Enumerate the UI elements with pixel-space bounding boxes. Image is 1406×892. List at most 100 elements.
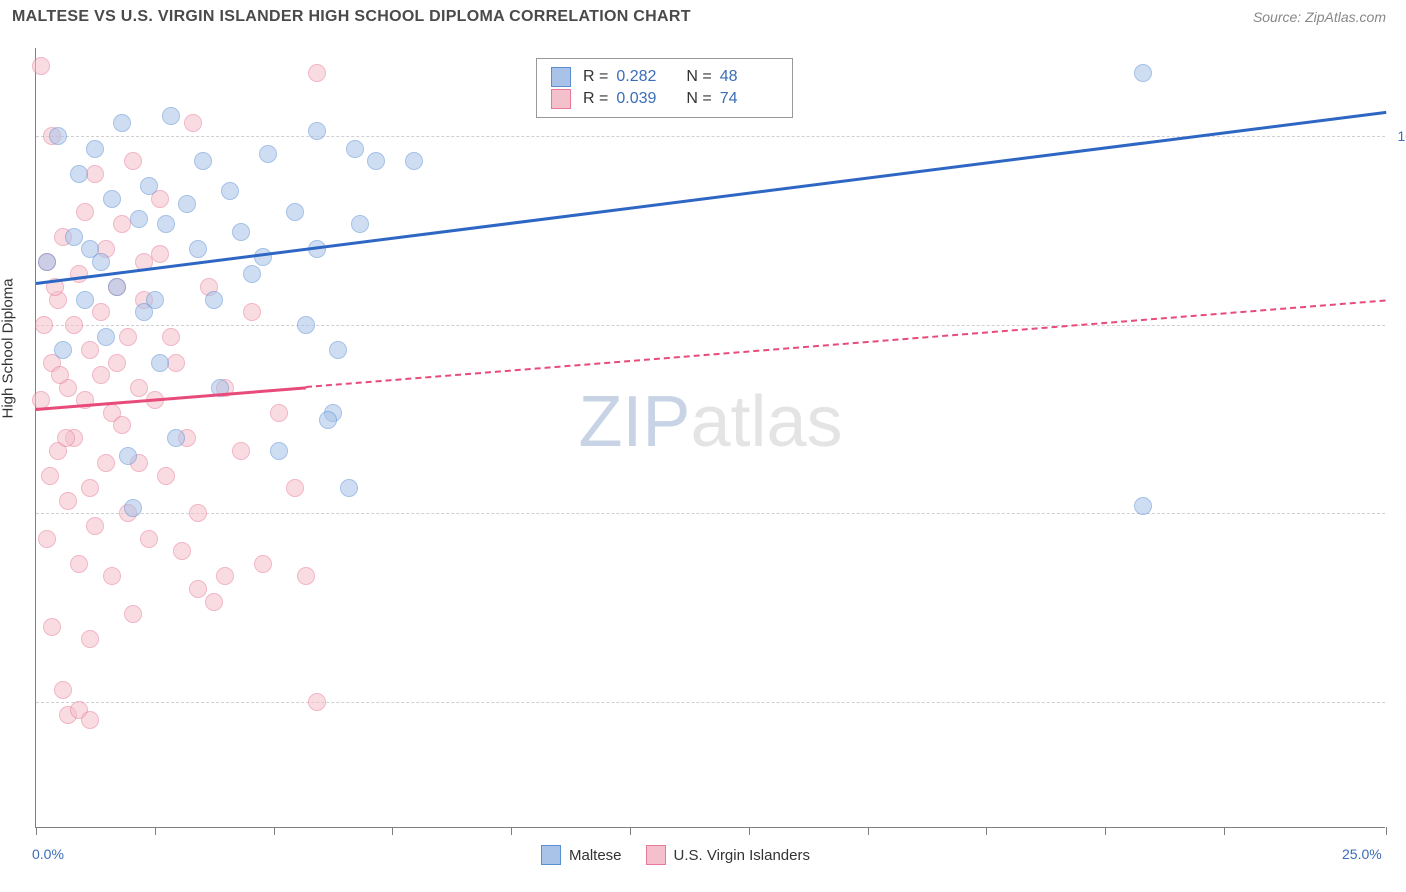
scatter-point	[103, 567, 121, 585]
scatter-point	[97, 328, 115, 346]
legend-bottom: Maltese U.S. Virgin Islanders	[541, 845, 810, 865]
scatter-point	[65, 316, 83, 334]
scatter-point	[81, 711, 99, 729]
scatter-point	[1134, 497, 1152, 515]
y-tick-label: 100.0%	[1398, 128, 1406, 144]
x-tick	[36, 827, 37, 835]
scatter-point	[76, 203, 94, 221]
scatter-point	[140, 530, 158, 548]
scatter-point	[140, 177, 158, 195]
scatter-point	[351, 215, 369, 233]
scatter-point	[49, 127, 67, 145]
scatter-point	[184, 114, 202, 132]
legend-item: U.S. Virgin Islanders	[646, 845, 810, 865]
scatter-point	[216, 567, 234, 585]
stat-r-value: 0.282	[616, 68, 664, 86]
scatter-point	[157, 467, 175, 485]
scatter-point	[254, 555, 272, 573]
legend-swatch	[551, 67, 571, 87]
scatter-point	[113, 114, 131, 132]
scatter-point	[65, 228, 83, 246]
scatter-point	[76, 291, 94, 309]
x-tick	[986, 827, 987, 835]
scatter-point	[205, 593, 223, 611]
scatter-point	[35, 316, 53, 334]
chart-title: MALTESE VS U.S. VIRGIN ISLANDER HIGH SCH…	[12, 8, 691, 26]
legend-label: U.S. Virgin Islanders	[674, 847, 810, 864]
legend-item: Maltese	[541, 845, 622, 865]
scatter-point	[97, 454, 115, 472]
scatter-point	[92, 253, 110, 271]
scatter-point	[286, 479, 304, 497]
scatter-point	[81, 341, 99, 359]
x-tick	[749, 827, 750, 835]
scatter-point	[119, 328, 137, 346]
scatter-point	[124, 152, 142, 170]
scatter-point	[54, 341, 72, 359]
scatter-point	[108, 278, 126, 296]
scatter-point	[146, 291, 164, 309]
x-tick-label: 0.0%	[32, 846, 64, 862]
legend-label: Maltese	[569, 847, 622, 864]
scatter-point	[86, 517, 104, 535]
gridline-h	[36, 325, 1385, 326]
scatter-point	[113, 416, 131, 434]
stats-row: R =0.282N =48	[551, 67, 778, 87]
x-tick	[630, 827, 631, 835]
scatter-point	[297, 567, 315, 585]
stat-r-value: 0.039	[616, 90, 664, 108]
scatter-point	[340, 479, 358, 497]
x-tick	[868, 827, 869, 835]
stats-box: R =0.282N =48R =0.039N =74	[536, 58, 793, 118]
scatter-point	[297, 316, 315, 334]
scatter-point	[130, 210, 148, 228]
scatter-point	[167, 429, 185, 447]
scatter-point	[92, 366, 110, 384]
x-tick	[392, 827, 393, 835]
x-tick	[1386, 827, 1387, 835]
scatter-point	[405, 152, 423, 170]
scatter-point	[232, 442, 250, 460]
scatter-point	[124, 499, 142, 517]
scatter-point	[92, 303, 110, 321]
stat-n-label: N =	[686, 68, 711, 86]
scatter-point	[130, 379, 148, 397]
x-tick	[155, 827, 156, 835]
scatter-point	[38, 530, 56, 548]
scatter-point	[286, 203, 304, 221]
scatter-point	[232, 223, 250, 241]
scatter-point	[59, 492, 77, 510]
scatter-point	[329, 341, 347, 359]
scatter-point	[189, 580, 207, 598]
scatter-point	[151, 245, 169, 263]
legend-swatch	[541, 845, 561, 865]
trend-line-dashed	[306, 300, 1386, 389]
scatter-point	[194, 152, 212, 170]
scatter-point	[119, 447, 137, 465]
scatter-point	[173, 542, 191, 560]
x-tick	[511, 827, 512, 835]
scatter-point	[51, 366, 69, 384]
scatter-point	[178, 195, 196, 213]
scatter-point	[367, 152, 385, 170]
gridline-h	[36, 513, 1385, 514]
scatter-point	[346, 140, 364, 158]
scatter-point	[189, 504, 207, 522]
scatter-point	[86, 165, 104, 183]
stat-n-value: 74	[720, 90, 768, 108]
scatter-point	[243, 303, 261, 321]
scatter-point	[81, 479, 99, 497]
scatter-point	[57, 429, 75, 447]
x-tick-label: 25.0%	[1342, 846, 1382, 862]
x-tick	[274, 827, 275, 835]
scatter-point	[189, 240, 207, 258]
scatter-point	[103, 190, 121, 208]
legend-swatch	[646, 845, 666, 865]
plot-area: 77.5%85.0%92.5%100.0%0.0%25.0%	[36, 48, 1385, 827]
scatter-point	[151, 354, 169, 372]
scatter-point	[1134, 64, 1152, 82]
stat-n-label: N =	[686, 90, 711, 108]
x-tick	[1224, 827, 1225, 835]
scatter-point	[81, 630, 99, 648]
y-axis-title: High School Diploma	[0, 278, 17, 418]
